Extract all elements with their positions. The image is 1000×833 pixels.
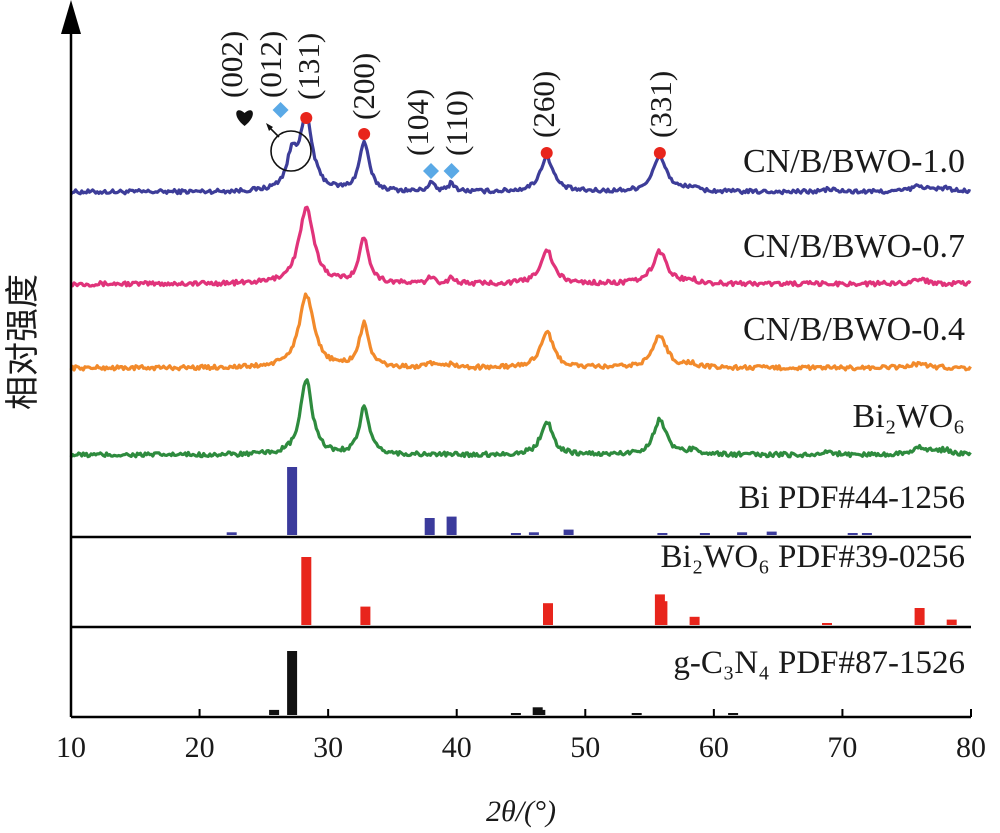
x-tick-label: 70	[827, 731, 857, 764]
reference-stick	[287, 467, 298, 535]
bi-peak-marker	[443, 163, 460, 179]
x-axis-label: 2θ/(°)	[486, 795, 556, 828]
reference-stick	[657, 601, 668, 625]
reference-stick	[699, 533, 710, 535]
reference-stick	[269, 709, 280, 715]
series-label-0: CN/B/BWO-1.0	[743, 143, 965, 180]
x-tick-label: 60	[699, 731, 729, 764]
reference-stick	[563, 529, 574, 535]
y-axis-label: 相对强度	[4, 274, 42, 410]
miller-index-label: (002)	[214, 31, 249, 98]
bi2wo6-peak-marker	[358, 128, 371, 140]
reference-stick	[510, 713, 521, 715]
series-label-3: Bi₂WO₆	[853, 398, 965, 435]
peak-markers: (002) (012) (131) (200) (104) (110) (260) (331)	[214, 31, 678, 179]
gcn-peak-marker	[236, 110, 253, 126]
axes: 10 20 30 40 50 60 70 80	[56, 0, 986, 764]
reference-label-2: g-C₃N₄ PDF#87-1526	[673, 645, 965, 681]
x-tick-label: 30	[313, 731, 343, 764]
miller-index-label: (012)	[253, 31, 288, 98]
y-axis-arrow	[61, 0, 81, 34]
reference-stick	[822, 623, 832, 625]
reference-stick	[287, 651, 298, 715]
series-line-1	[70, 205, 972, 288]
reference-stick	[737, 532, 748, 535]
x-tick-label: 40	[442, 731, 472, 764]
reference-stick	[535, 709, 546, 715]
bi2wo6-peak-marker	[540, 147, 553, 159]
reference-stick	[847, 533, 858, 535]
series-label-1: CN/B/BWO-0.7	[743, 228, 965, 265]
series-line-0	[69, 114, 972, 196]
overlap-circle	[270, 130, 312, 172]
reference-stick	[861, 533, 872, 535]
x-tick-label: 10	[56, 731, 86, 764]
bi2wo6-peak-marker	[300, 112, 313, 124]
reference-stick	[631, 713, 642, 715]
reference-stick	[766, 531, 777, 535]
reference-stick	[528, 532, 539, 535]
reference-stick	[914, 608, 925, 625]
miller-index-label: (200)	[346, 53, 381, 120]
reference-stick	[301, 557, 312, 625]
bi2wo6-peak-marker	[653, 147, 666, 159]
bi-peak-marker	[272, 102, 289, 118]
reference-stick	[446, 516, 457, 535]
reference-stick	[946, 619, 957, 625]
miller-index-label: (131)	[291, 33, 326, 100]
reference-stick	[657, 533, 668, 535]
x-tick-label: 20	[185, 731, 215, 764]
series-line-2	[69, 292, 972, 372]
miller-index-label: (104)	[400, 89, 435, 156]
reference-stick	[226, 532, 237, 535]
xrd-series: CN/B/BWO-1.0 CN/B/BWO-0.7 CN/B/BWO-0.4 Bi₂W…	[69, 114, 972, 459]
x-tick-label: 50	[570, 731, 600, 764]
bi-peak-marker	[423, 163, 439, 179]
pointer-arrowhead	[266, 123, 273, 131]
reference-label-1: Bi₂WO₆ PDF#39-0256	[661, 539, 965, 575]
series-label-2: CN/B/BWO-0.4	[743, 311, 965, 348]
reference-patterns: Bi PDF#44-1256 Bi₂WO₆ PDF#39-0256 g-C₃N₄ P…	[226, 467, 965, 715]
x-tick-label: 80	[956, 731, 986, 764]
miller-index-label: (110)	[439, 90, 474, 156]
reference-stick	[510, 533, 521, 535]
reference-stick	[543, 603, 553, 625]
reference-stick	[728, 713, 739, 715]
reference-stick	[424, 518, 435, 535]
reference-stick	[689, 616, 700, 625]
miller-index-label: (331)	[643, 71, 678, 138]
reference-label-0: Bi PDF#44-1256	[739, 480, 965, 516]
reference-stick	[360, 606, 371, 625]
miller-index-label: (260)	[526, 71, 561, 138]
series-line-3	[69, 378, 972, 459]
